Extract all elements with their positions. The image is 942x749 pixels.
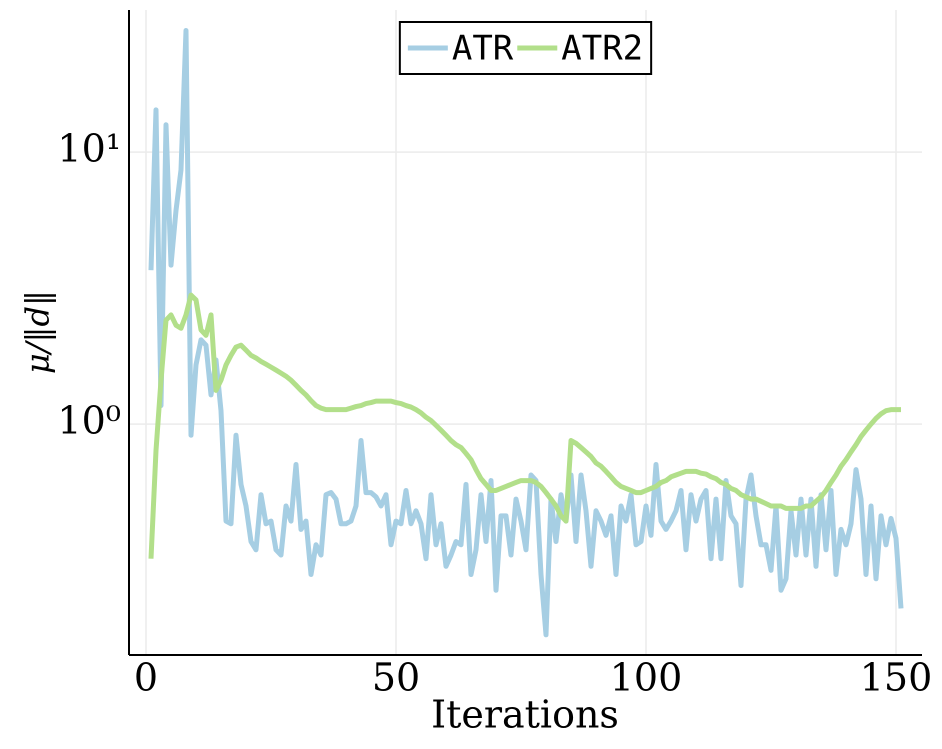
data-line — [148, 27, 904, 638]
legend: ATR ATR2 — [398, 21, 653, 75]
x-tick-label: 100 — [610, 656, 683, 700]
y-axis-label: μ/‖d‖ — [19, 290, 57, 374]
x-tick-label: 0 — [134, 656, 158, 700]
data-line — [148, 292, 901, 559]
y-tick-label: 10⁰ — [57, 399, 121, 443]
y-tick-label: 10¹ — [57, 127, 121, 171]
legend-box — [398, 21, 653, 75]
x-axis-label: Iterations — [431, 693, 619, 737]
x-tick-label: 150 — [860, 656, 933, 700]
legend-label: ATR — [452, 29, 514, 69]
legend-label: ATR2 — [561, 29, 643, 69]
x-tick-label: 50 — [372, 656, 420, 700]
